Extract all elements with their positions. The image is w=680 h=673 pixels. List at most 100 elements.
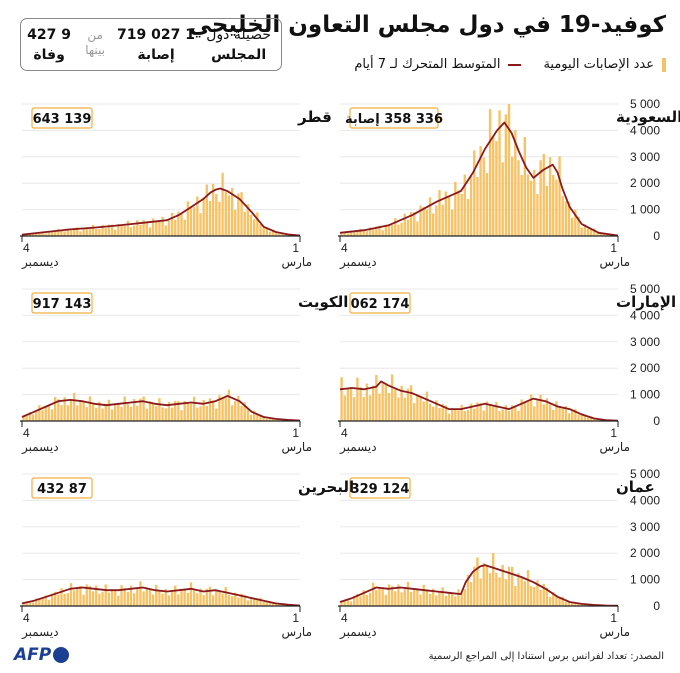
daily-case-bar [107, 592, 111, 606]
daily-case-bar [545, 587, 549, 606]
daily-case-bar [495, 401, 498, 421]
daily-case-bar [343, 231, 346, 236]
daily-case-bar [375, 589, 378, 606]
daily-case-bar [126, 592, 130, 606]
daily-case-bar [444, 595, 448, 606]
daily-case-bar [218, 591, 221, 606]
daily-case-bar [435, 205, 438, 236]
daily-case-bar [498, 411, 501, 421]
daily-case-bar [346, 388, 350, 421]
x-tick-month-label: مارس [281, 255, 312, 270]
total-cases-box [31, 292, 93, 314]
daily-case-bar [577, 602, 580, 606]
daily-case-bar [409, 385, 413, 421]
daily-case-bar [368, 395, 372, 421]
daily-case-bar [259, 597, 262, 606]
daily-case-bar [243, 211, 246, 236]
daily-case-bar [561, 596, 564, 606]
daily-case-bar [202, 197, 205, 236]
daily-case-bar [520, 399, 523, 421]
daily-case-bar [60, 230, 63, 236]
daily-case-bar [343, 600, 346, 606]
daily-case-bar [558, 407, 561, 421]
daily-case-bar [567, 413, 571, 421]
daily-case-bar [53, 231, 57, 236]
daily-case-bar [394, 389, 397, 421]
daily-case-bar [340, 377, 343, 421]
daily-case-bar [349, 387, 353, 421]
daily-case-bar [422, 584, 425, 606]
daily-case-bar [117, 223, 120, 236]
daily-case-bar [35, 411, 38, 421]
daily-case-bar [365, 594, 369, 606]
daily-case-bar [498, 577, 501, 606]
daily-case-bar [501, 162, 504, 236]
daily-case-bar [265, 602, 269, 606]
summary-between: من بينها [85, 28, 105, 57]
daily-case-bar [120, 585, 123, 606]
daily-case-bar [371, 385, 375, 421]
daily-case-bar [230, 188, 234, 236]
daily-case-bar [240, 192, 243, 236]
x-tick-day-label: 1 [610, 426, 617, 440]
daily-case-bar [428, 593, 432, 606]
daily-case-bar [520, 577, 523, 606]
x-tick-day-label: 4 [341, 241, 348, 255]
daily-case-bar [416, 589, 419, 606]
daily-case-bar [177, 211, 180, 236]
daily-case-bar [397, 584, 400, 606]
daily-case-bar [243, 402, 246, 421]
total-cases-label: 124 329 [351, 482, 410, 497]
daily-case-bar [605, 234, 609, 236]
daily-case-bar [368, 227, 372, 236]
daily-case-bar [409, 212, 413, 236]
y-tick-label: 2 000 [630, 546, 660, 560]
daily-case-bar [85, 227, 88, 236]
daily-case-bar [95, 229, 98, 236]
daily-case-bar [574, 409, 577, 421]
daily-case-bar [145, 587, 148, 606]
daily-case-bar [155, 406, 158, 421]
daily-case-bar [514, 585, 517, 606]
daily-case-bar [574, 603, 577, 606]
daily-case-bar [38, 232, 41, 236]
daily-case-bar [180, 588, 183, 606]
daily-case-bar [44, 406, 47, 421]
daily-case-bar [596, 233, 599, 236]
daily-case-bar [406, 388, 410, 421]
daily-case-bar [507, 410, 511, 421]
daily-case-bar [177, 594, 180, 606]
daily-case-bar [47, 599, 51, 606]
daily-case-bar [69, 583, 73, 606]
daily-case-bar [44, 233, 47, 236]
daily-case-bar [196, 407, 199, 421]
daily-case-bar [275, 419, 278, 421]
daily-case-bar [107, 224, 111, 236]
country-chart-panel: 0 1 000 2 000 3 000 4 000 5 000 4 1 ديسمبر مارس ال… [338, 97, 680, 270]
daily-case-bar [403, 213, 406, 236]
y-tick-label: 2 000 [630, 176, 660, 190]
daily-case-bar [85, 584, 88, 606]
daily-case-bar [413, 588, 416, 606]
x-tick-day-label: 1 [610, 611, 617, 625]
daily-case-bar [148, 589, 152, 606]
daily-case-bar [60, 588, 63, 606]
daily-case-bar [577, 216, 580, 236]
daily-case-bar [441, 403, 444, 421]
daily-case-bar [22, 603, 25, 606]
daily-case-bar [583, 224, 587, 236]
daily-case-bar [435, 595, 438, 606]
daily-case-bar [378, 225, 381, 236]
daily-case-bar [514, 406, 517, 421]
daily-case-bar [419, 594, 422, 606]
daily-case-bar [262, 416, 265, 421]
daily-case-bar [460, 592, 463, 606]
daily-case-bar [419, 396, 422, 421]
daily-case-bar [469, 582, 473, 606]
daily-case-bar [441, 587, 444, 606]
daily-case-bar [384, 224, 387, 236]
daily-case-bar [202, 399, 205, 421]
daily-case-bar [567, 602, 571, 606]
x-tick-month-label: ديسمبر [339, 440, 377, 455]
daily-case-bar [558, 598, 561, 606]
